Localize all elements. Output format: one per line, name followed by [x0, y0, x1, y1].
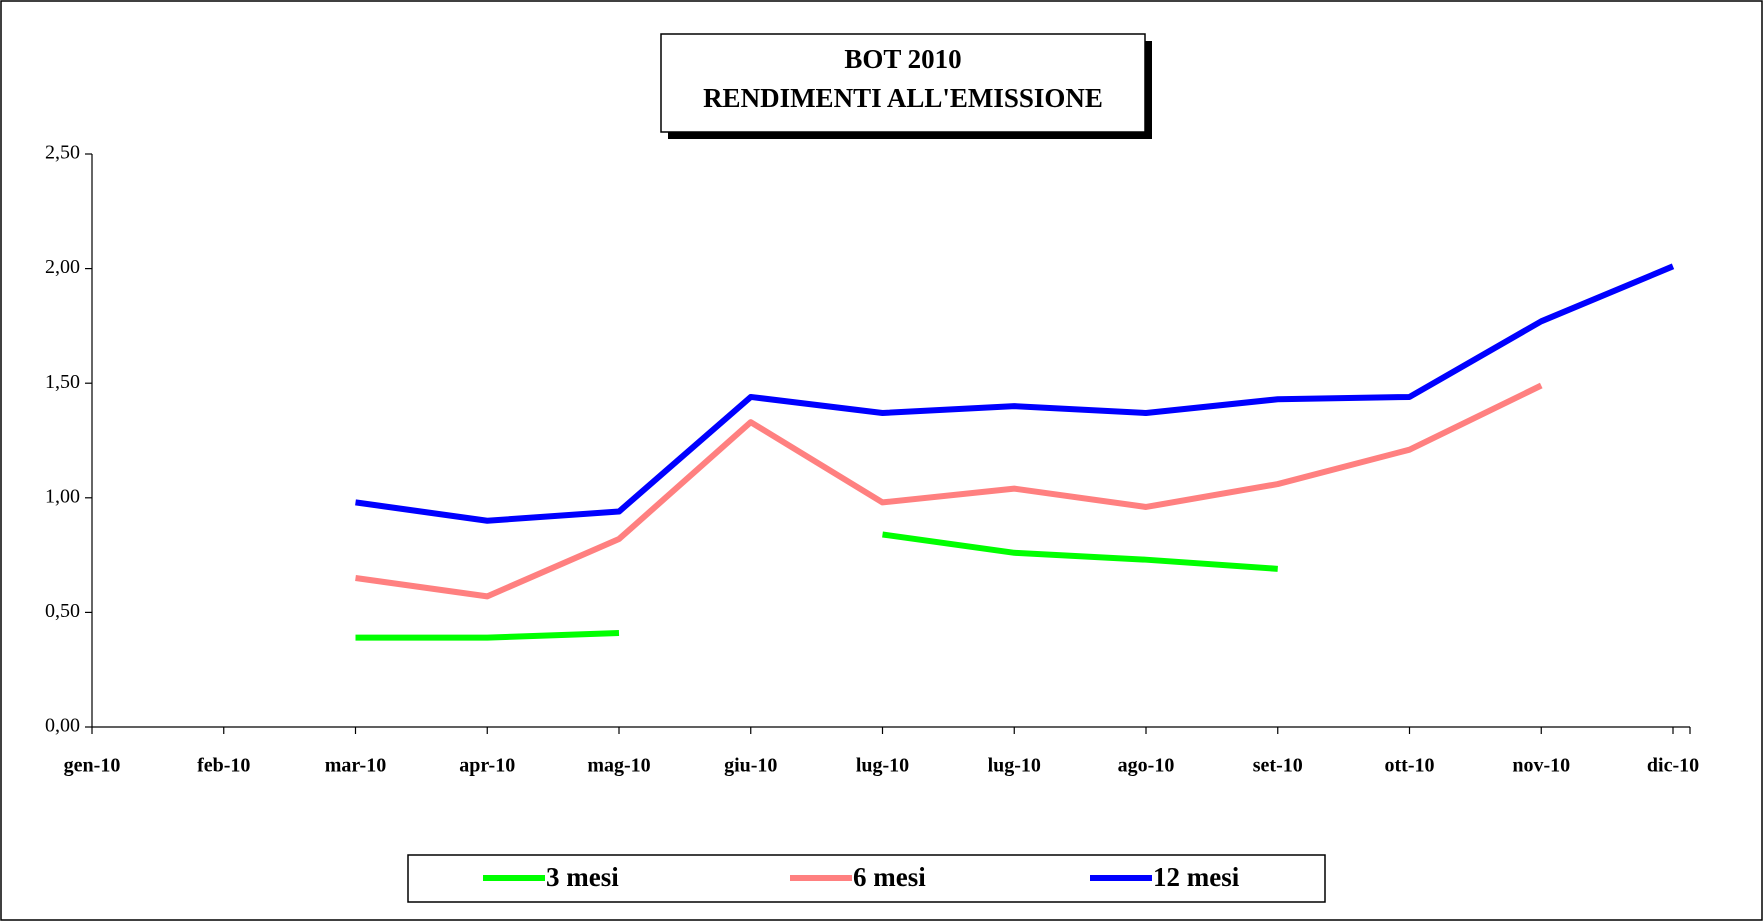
- x-tick-label: nov-10: [1512, 755, 1570, 777]
- x-tick-label: lug-10: [856, 755, 909, 777]
- chart-title: RENDIMENTI ALL'EMISSIONE: [703, 83, 1103, 113]
- x-tick-label: gen-10: [64, 755, 121, 777]
- legend-label: 3 mesi: [546, 862, 619, 892]
- y-tick-label: 1,00: [45, 485, 80, 507]
- y-tick-label: 2,50: [45, 142, 80, 164]
- x-tick-label: giu-10: [724, 755, 777, 777]
- series-line: [355, 531, 1278, 641]
- y-tick-label: 0,50: [45, 600, 80, 622]
- x-tick-label: feb-10: [197, 755, 250, 777]
- x-tick-label: ott-10: [1385, 755, 1435, 777]
- y-tick-label: 2,00: [45, 256, 80, 278]
- x-tick-label: apr-10: [459, 755, 515, 777]
- x-tick-label: set-10: [1253, 755, 1303, 777]
- series-line: [355, 382, 1543, 600]
- x-tick-label: mag-10: [587, 755, 650, 777]
- legend-label: 6 mesi: [853, 862, 926, 892]
- x-tick-label: dic-10: [1647, 755, 1699, 777]
- legend-box: [407, 854, 1326, 903]
- y-tick-label: 1,50: [45, 371, 80, 393]
- chart-title: BOT 2010: [844, 44, 961, 74]
- legend-label: 12 mesi: [1153, 862, 1240, 892]
- x-tick-label: ago-10: [1118, 755, 1175, 777]
- y-tick-label: 0,00: [45, 715, 80, 737]
- title-box: [660, 33, 1146, 133]
- x-tick-label: mar-10: [325, 755, 386, 777]
- series-line: [355, 263, 1675, 524]
- x-tick-label: lug-10: [988, 755, 1041, 777]
